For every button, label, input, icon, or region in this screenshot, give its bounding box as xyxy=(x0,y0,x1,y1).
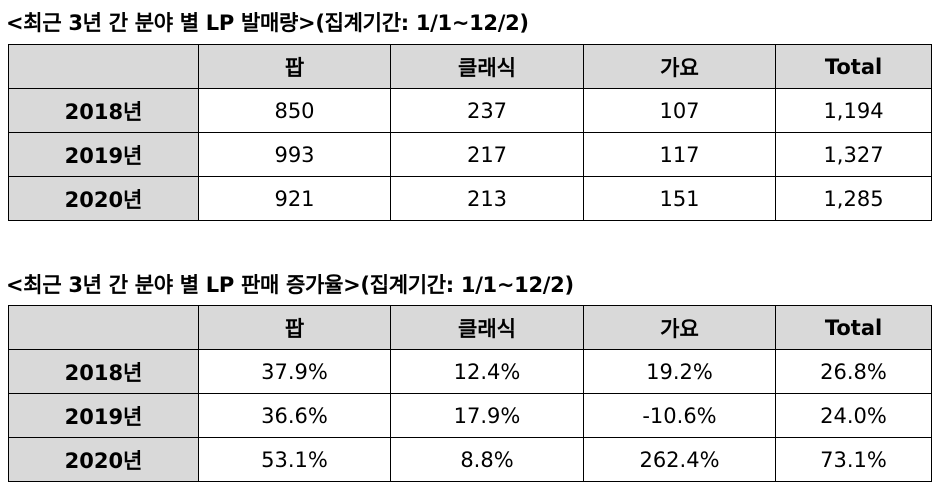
cell-total: 26.8% xyxy=(775,349,932,394)
row-year: 2020년 xyxy=(8,437,199,482)
row-year: 2020년 xyxy=(8,176,199,221)
cell-pop: 921 xyxy=(198,176,391,221)
cell-classical: 12.4% xyxy=(390,349,584,394)
table-row: 2019년 993 217 117 1,327 xyxy=(8,132,932,177)
table-row: 2019년 36.6% 17.9% -10.6% 24.0% xyxy=(8,393,932,438)
table-row: 2018년 37.9% 12.4% 19.2% 26.8% xyxy=(8,349,932,394)
header-kpop: 가요 xyxy=(583,44,776,89)
cell-total: 1,285 xyxy=(775,176,932,221)
cell-total: 24.0% xyxy=(775,393,932,438)
header-total: Total xyxy=(775,305,932,350)
header-pop: 팝 xyxy=(198,44,391,89)
header-corner xyxy=(8,44,199,89)
cell-kpop: -10.6% xyxy=(583,393,776,438)
header-total: Total xyxy=(775,44,932,89)
volume-table-title: <최근 3년 간 분야 별 LP 발매량>(집계기간: 1/1~12/2) xyxy=(6,11,529,35)
header-classical: 클래식 xyxy=(390,44,584,89)
cell-classical: 217 xyxy=(390,132,584,177)
header-kpop: 가요 xyxy=(583,305,776,350)
cell-pop: 993 xyxy=(198,132,391,177)
growth-table: 팝 클래식 가요 Total 2018년 37.9% 12.4% 19.2% 2… xyxy=(8,305,932,482)
row-year: 2018년 xyxy=(8,88,199,133)
volume-table: 팝 클래식 가요 Total 2018년 850 237 107 1,194 2… xyxy=(8,44,932,221)
header-row: 팝 클래식 가요 Total xyxy=(8,305,932,350)
table-row: 2020년 53.1% 8.8% 262.4% 73.1% xyxy=(8,437,932,482)
cell-total: 1,327 xyxy=(775,132,932,177)
cell-classical: 8.8% xyxy=(390,437,584,482)
cell-kpop: 117 xyxy=(583,132,776,177)
cell-kpop: 262.4% xyxy=(583,437,776,482)
cell-pop: 850 xyxy=(198,88,391,133)
cell-pop: 37.9% xyxy=(198,349,391,394)
growth-table-title: <최근 3년 간 분야 별 LP 판매 증가율>(집계기간: 1/1~12/2) xyxy=(6,273,574,297)
cell-classical: 213 xyxy=(390,176,584,221)
cell-total: 73.1% xyxy=(775,437,932,482)
cell-classical: 237 xyxy=(390,88,584,133)
header-row: 팝 클래식 가요 Total xyxy=(8,44,932,89)
row-year: 2019년 xyxy=(8,132,199,177)
header-classical: 클래식 xyxy=(390,305,584,350)
cell-pop: 36.6% xyxy=(198,393,391,438)
row-year: 2018년 xyxy=(8,349,199,394)
header-pop: 팝 xyxy=(198,305,391,350)
cell-kpop: 107 xyxy=(583,88,776,133)
cell-total: 1,194 xyxy=(775,88,932,133)
header-corner xyxy=(8,305,199,350)
cell-classical: 17.9% xyxy=(390,393,584,438)
table-row: 2020년 921 213 151 1,285 xyxy=(8,176,932,221)
cell-kpop: 151 xyxy=(583,176,776,221)
table-row: 2018년 850 237 107 1,194 xyxy=(8,88,932,133)
cell-kpop: 19.2% xyxy=(583,349,776,394)
row-year: 2019년 xyxy=(8,393,199,438)
cell-pop: 53.1% xyxy=(198,437,391,482)
